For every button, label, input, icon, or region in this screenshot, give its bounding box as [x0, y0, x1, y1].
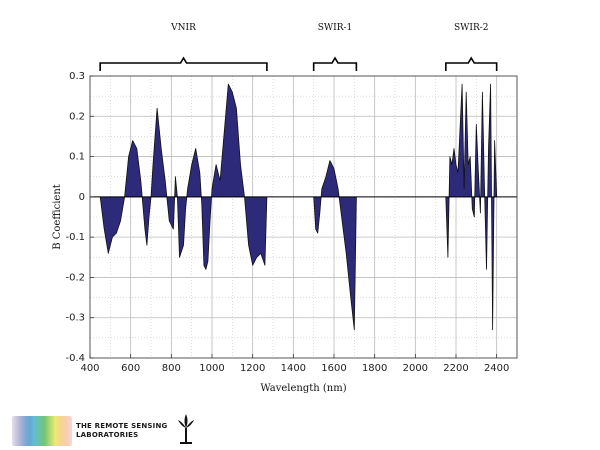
region-bracket [312, 56, 358, 71]
y-axis-label: B Coefficient [52, 184, 63, 250]
logo-line-1: THE REMOTE SENSING [76, 422, 168, 430]
y-tick-label: 0 [79, 192, 85, 203]
x-tick-label: 2000 [403, 363, 428, 374]
logo-line-2: LABORATORIES [76, 431, 139, 439]
x-tick-label: 1600 [321, 363, 346, 374]
y-tick-label: -0.1 [65, 232, 85, 243]
lab-logo-text: THE REMOTE SENSING LABORATORIES [76, 422, 167, 440]
x-tick-label: 1400 [281, 363, 306, 374]
coefficient-area [177, 83, 245, 270]
y-tick-label: 0.3 [69, 71, 85, 82]
y-tick-label: -0.2 [65, 272, 85, 283]
region-label: SWIR-1 [318, 23, 353, 33]
x-tick-label: 800 [162, 363, 181, 374]
x-tick-label: 400 [80, 363, 99, 374]
region-bracket [99, 56, 268, 71]
coefficient-area [445, 83, 498, 331]
x-tick-label: 1800 [362, 363, 387, 374]
lab-logo: THE REMOTE SENSING LABORATORIES [12, 412, 194, 448]
region-label: SWIR-2 [454, 23, 489, 33]
x-tick-label: 1000 [199, 363, 224, 374]
spectrum-swatch-icon [12, 416, 72, 446]
y-tick-label: 0.2 [69, 111, 85, 122]
x-tick-label: 2200 [443, 363, 468, 374]
x-tick-label: 600 [121, 363, 140, 374]
x-tick-label: 1200 [240, 363, 265, 374]
region-bracket [445, 56, 498, 71]
y-tick-label: -0.4 [65, 353, 85, 364]
y-tick-label: 0.1 [69, 152, 85, 163]
university-emblem-icon [178, 414, 194, 444]
coefficient-area [313, 160, 357, 331]
region-label: VNIR [170, 23, 196, 33]
y-tick-label: -0.3 [65, 313, 85, 324]
plot-frame [89, 75, 518, 359]
x-tick-label: 2400 [484, 363, 509, 374]
chart-canvas: 400 600 800 1000 1200 1400 1600 1800 2000 2200 240… [52, 23, 518, 394]
x-axis-label: Wavelength (nm) [260, 383, 346, 394]
